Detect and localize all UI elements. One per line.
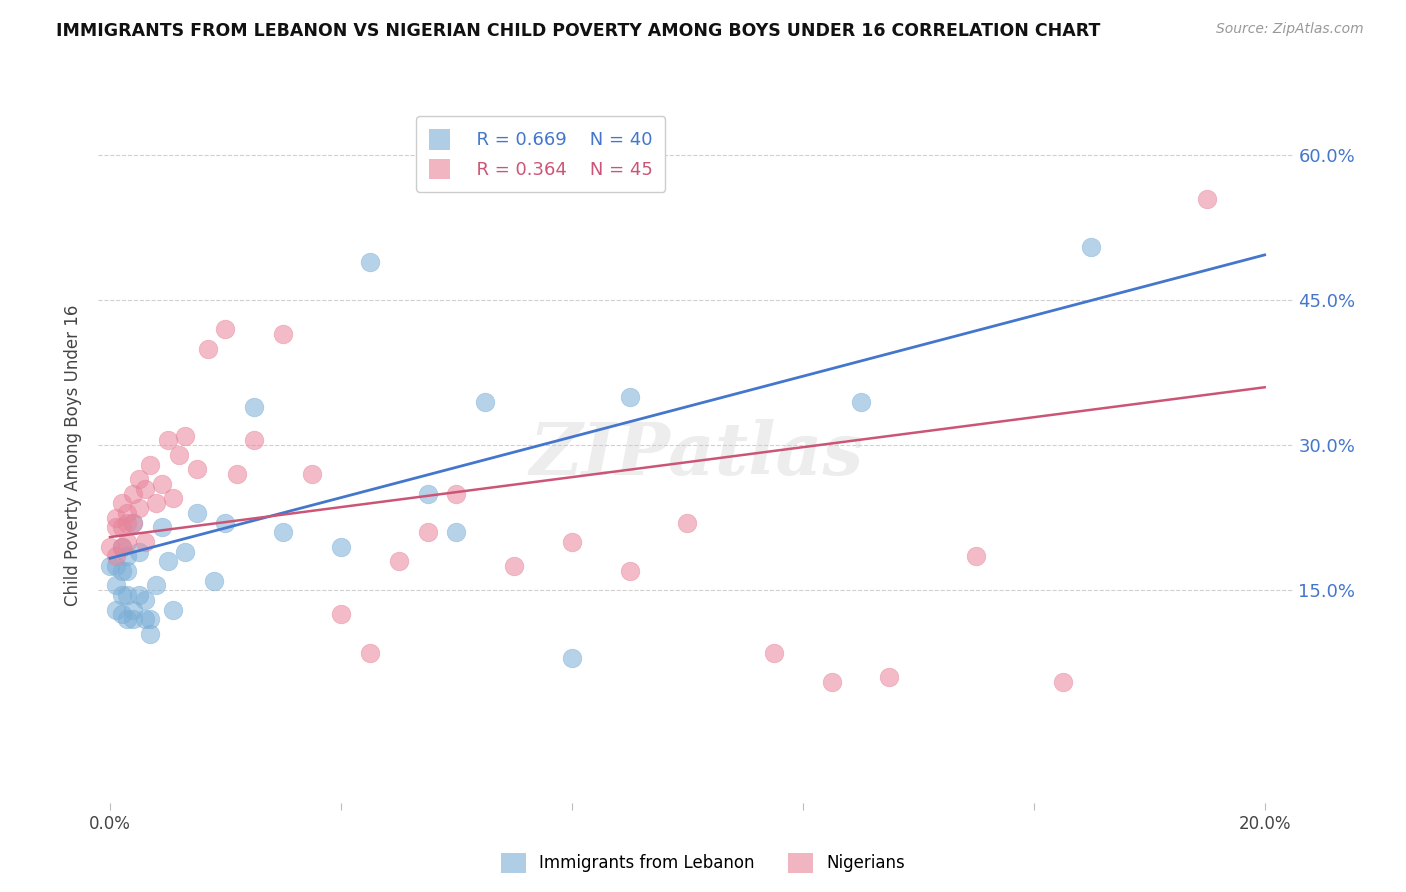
Point <box>104 578 127 592</box>
Point <box>128 501 150 516</box>
Point <box>117 506 139 520</box>
Point <box>104 602 127 616</box>
Point <box>416 486 439 500</box>
Point <box>186 462 208 476</box>
Point <box>1052 675 1074 690</box>
Point <box>122 602 145 616</box>
Point <box>271 525 294 540</box>
Point <box>110 540 132 554</box>
Point <box>359 646 381 660</box>
Point <box>150 520 173 534</box>
Point <box>1080 240 1102 254</box>
Text: IMMIGRANTS FROM LEBANON VS NIGERIAN CHILD POVERTY AMONG BOYS UNDER 16 CORRELATIO: IMMIGRANTS FROM LEBANON VS NIGERIAN CHIL… <box>56 22 1101 40</box>
Point <box>214 516 236 530</box>
Point <box>162 602 184 616</box>
Point <box>301 467 323 482</box>
Point <box>197 342 219 356</box>
Text: Source: ZipAtlas.com: Source: ZipAtlas.com <box>1216 22 1364 37</box>
Point <box>243 434 266 448</box>
Point <box>849 394 872 409</box>
Y-axis label: Child Poverty Among Boys Under 16: Child Poverty Among Boys Under 16 <box>65 304 83 606</box>
Point <box>150 476 173 491</box>
Point <box>676 516 699 530</box>
Point <box>104 510 127 524</box>
Point <box>110 588 132 602</box>
Legend:   R = 0.669    N = 40,   R = 0.364    N = 45: R = 0.669 N = 40, R = 0.364 N = 45 <box>416 116 665 192</box>
Point <box>174 428 197 442</box>
Point <box>145 496 167 510</box>
Point <box>139 612 162 626</box>
Point <box>162 491 184 506</box>
Point <box>134 482 156 496</box>
Point <box>503 559 526 574</box>
Legend: Immigrants from Lebanon, Nigerians: Immigrants from Lebanon, Nigerians <box>494 847 912 880</box>
Point <box>117 534 139 549</box>
Point <box>128 544 150 558</box>
Point <box>271 327 294 342</box>
Point <box>145 578 167 592</box>
Point <box>214 322 236 336</box>
Point <box>186 506 208 520</box>
Point <box>167 448 190 462</box>
Point <box>762 646 785 660</box>
Point <box>122 612 145 626</box>
Point <box>117 588 139 602</box>
Point <box>329 540 352 554</box>
Point <box>156 554 179 568</box>
Point <box>134 592 156 607</box>
Point <box>226 467 249 482</box>
Point <box>388 554 411 568</box>
Point <box>110 564 132 578</box>
Point <box>122 486 145 500</box>
Point <box>446 486 468 500</box>
Point <box>879 670 901 684</box>
Point <box>117 549 139 564</box>
Point <box>243 400 266 414</box>
Point <box>110 520 132 534</box>
Point <box>619 564 641 578</box>
Point <box>104 549 127 564</box>
Point <box>561 534 583 549</box>
Point <box>104 559 127 574</box>
Point <box>446 525 468 540</box>
Point <box>156 434 179 448</box>
Point <box>98 559 121 574</box>
Point <box>117 612 139 626</box>
Point <box>139 458 162 472</box>
Point <box>122 516 145 530</box>
Point <box>122 516 145 530</box>
Point <box>965 549 987 564</box>
Point <box>134 612 156 626</box>
Point <box>110 496 132 510</box>
Point <box>1195 192 1218 206</box>
Point <box>117 564 139 578</box>
Point <box>110 607 132 622</box>
Point <box>134 534 156 549</box>
Point <box>98 540 121 554</box>
Point <box>128 472 150 486</box>
Point <box>619 390 641 404</box>
Point <box>117 516 139 530</box>
Point <box>128 588 150 602</box>
Point <box>110 540 132 554</box>
Point <box>139 626 162 640</box>
Point <box>104 520 127 534</box>
Point <box>474 394 496 409</box>
Point <box>820 675 842 690</box>
Point <box>202 574 225 588</box>
Point <box>359 254 381 268</box>
Text: ZIPatlas: ZIPatlas <box>529 419 863 491</box>
Point <box>561 651 583 665</box>
Point <box>329 607 352 622</box>
Point <box>416 525 439 540</box>
Point <box>174 544 197 558</box>
